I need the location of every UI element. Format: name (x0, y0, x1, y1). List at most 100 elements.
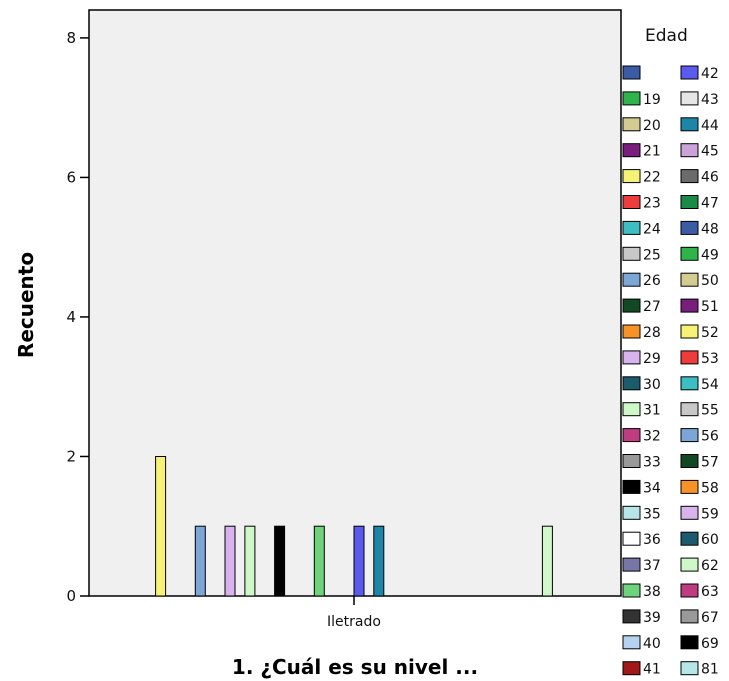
legend-label: 21 (643, 144, 661, 160)
x-axis: Iletrado (327, 596, 381, 630)
x-axis-title: 1. ¿Cuál es su nivel ... (232, 655, 478, 679)
legend-label: 22 (643, 170, 661, 186)
legend-swatch (622, 143, 641, 158)
legend-label: 56 (701, 429, 719, 445)
legend-swatch (622, 531, 641, 546)
legend-swatch (680, 220, 699, 235)
legend-label: 46 (701, 170, 719, 186)
legend-swatch (680, 557, 699, 572)
bar-34 (274, 525, 286, 597)
y-tick-label: 0 (66, 587, 76, 605)
legend-swatch (622, 402, 641, 417)
legend-label: 24 (643, 221, 661, 237)
legend-swatch (680, 169, 699, 184)
legend-label: 69 (701, 636, 719, 652)
legend-label: 32 (643, 429, 661, 445)
legend-label: 67 (701, 610, 719, 626)
legend-swatch (680, 376, 699, 391)
legend-swatch (622, 350, 641, 365)
legend-label: 30 (643, 377, 661, 393)
legend-swatch (622, 454, 641, 468)
y-tick-label: 8 (66, 29, 76, 47)
legend-label: 51 (701, 299, 719, 315)
legend-label: 40 (643, 636, 661, 652)
legend-swatch (680, 143, 699, 158)
bar-42 (353, 525, 365, 597)
legend-label: 31 (643, 403, 661, 419)
legend-swatch (680, 91, 699, 106)
legend-label: 50 (701, 273, 719, 289)
bars (155, 456, 553, 597)
legend-swatch (622, 298, 641, 313)
bar-38 (313, 525, 325, 597)
legend-label: 43 (701, 92, 719, 108)
legend-swatch (680, 531, 699, 546)
legend-swatch (680, 246, 699, 261)
legend-title: Edad (645, 26, 688, 46)
legend-label: 38 (643, 584, 661, 600)
bar-29 (224, 525, 236, 597)
legend-swatch (680, 324, 699, 339)
legend-swatch (622, 272, 641, 287)
legend-label: 52 (701, 325, 719, 341)
legend-label: 20 (643, 118, 661, 134)
legend-swatch (680, 505, 699, 520)
legend-label: 44 (701, 118, 719, 134)
legend-swatch (680, 402, 699, 417)
legend-swatch (622, 609, 641, 624)
legend-swatch (622, 246, 641, 261)
legend-label: 33 (643, 455, 661, 471)
y-axis: 0 2 4 6 8 (66, 29, 89, 605)
legend-swatch (622, 505, 641, 520)
legend-swatch (680, 195, 699, 209)
legend-label: 19 (643, 92, 661, 108)
legend-swatch (680, 479, 699, 494)
legend-label: 35 (643, 506, 661, 522)
legend-label: 55 (701, 403, 719, 419)
legend-label: 37 (643, 558, 661, 574)
legend-label: 63 (701, 584, 719, 600)
legend-swatch (680, 454, 699, 468)
y-tick-label: 6 (66, 168, 76, 186)
legend-swatch (622, 428, 641, 443)
legend-swatch (622, 557, 641, 572)
legend-label: 45 (701, 144, 719, 160)
legend-label: 41 (643, 662, 661, 678)
legend-label: 27 (643, 299, 661, 315)
legend-swatch (622, 376, 641, 391)
legend-label: 54 (701, 377, 719, 393)
legend-swatch (680, 635, 699, 650)
legend-swatch (680, 298, 699, 313)
legend-label: 60 (701, 532, 719, 548)
legend-label: 23 (643, 196, 661, 212)
legend-label: 36 (643, 532, 661, 548)
legend-label: 59 (701, 506, 719, 522)
legend-label: 49 (701, 247, 719, 263)
legend-label: 53 (701, 351, 719, 367)
legend-label: 47 (701, 196, 719, 212)
legend-label: 42 (701, 66, 719, 82)
legend-swatch (622, 479, 641, 494)
y-tick-label: 4 (66, 308, 76, 326)
legend-swatch (680, 65, 699, 80)
bar-26 (194, 525, 206, 597)
legend-swatch (680, 661, 699, 676)
legend-label: 29 (643, 351, 661, 367)
legend-label: 81 (701, 662, 719, 678)
legend-label: 39 (643, 610, 661, 626)
legend-label: 58 (701, 480, 719, 496)
x-tick-label: Iletrado (327, 614, 381, 630)
legend-label: 26 (643, 273, 661, 289)
legend-swatch (622, 169, 641, 184)
legend-swatch (680, 117, 699, 132)
bar-44 (373, 525, 385, 597)
legend-label: 34 (643, 480, 661, 496)
legend-swatch (622, 661, 641, 676)
y-axis-title: Recuento (14, 252, 38, 358)
legend-swatch (622, 583, 641, 598)
bar-22 (155, 456, 167, 597)
legend-swatch (680, 583, 699, 598)
legend-swatch (622, 117, 641, 132)
legend-swatch (680, 428, 699, 443)
legend-label: 57 (701, 455, 719, 471)
